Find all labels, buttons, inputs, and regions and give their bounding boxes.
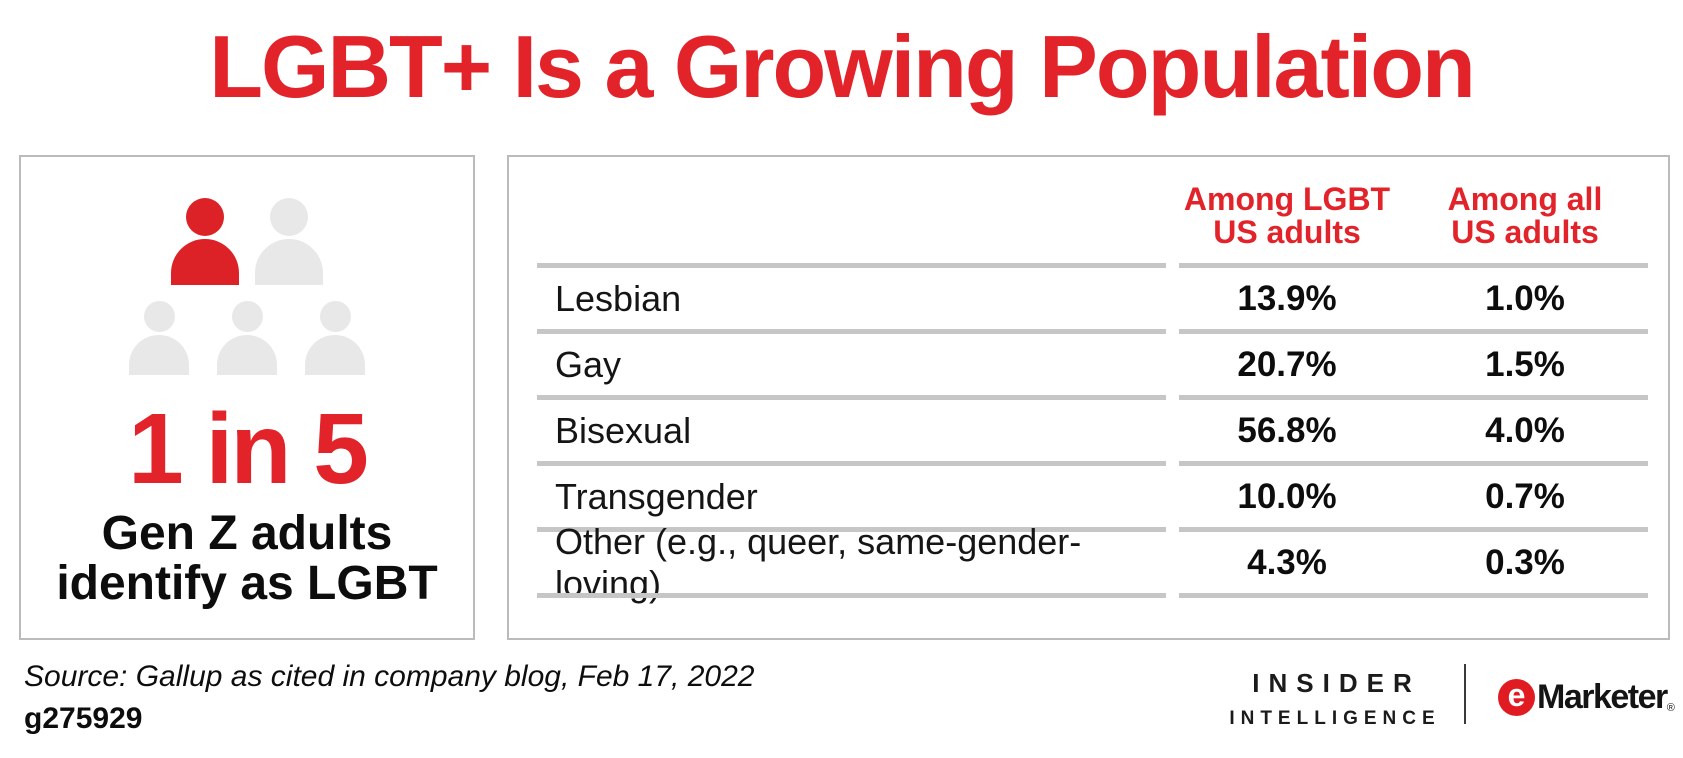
row-value-lgbt: 4.3% xyxy=(1247,542,1327,582)
person-icon-highlighted xyxy=(171,198,239,285)
row-divider xyxy=(537,593,1648,598)
row-label: Transgender xyxy=(555,475,758,517)
row-value-all: 4.0% xyxy=(1485,410,1565,450)
source-note: Source: Gallup as cited in company blog,… xyxy=(24,660,755,693)
column-header-lgbt-adults: Among LGBT US adults xyxy=(1183,181,1391,250)
callout-stat: 1 in 5 xyxy=(128,393,369,505)
person-icon xyxy=(255,198,323,285)
row-label: Other (e.g., queer, same-gender-loving) xyxy=(555,520,1082,604)
table-row: Other (e.g., queer, same-gender-loving) … xyxy=(537,521,1648,604)
row-value-lgbt: 13.9% xyxy=(1237,278,1337,318)
table-row: Lesbian 13.9% 1.0% xyxy=(537,268,1648,329)
row-divider xyxy=(537,527,1648,532)
row-value-lgbt: 10.0% xyxy=(1237,476,1337,516)
data-table: Among LGBT US adults Among all US adults… xyxy=(507,155,1670,640)
row-value-lgbt: 56.8% xyxy=(1237,410,1337,450)
people-icons-row-2 xyxy=(129,301,365,375)
row-divider xyxy=(537,263,1648,268)
row-divider xyxy=(537,329,1648,334)
row-label: Lesbian xyxy=(555,277,682,319)
table-header-row: Among LGBT US adults Among all US adults xyxy=(537,157,1648,263)
row-label: Gay xyxy=(555,343,622,385)
table-row: Gay 20.7% 1.5% xyxy=(537,334,1648,395)
row-label: Bisexual xyxy=(555,409,692,451)
page-title: LGBT+ Is a Growing Population xyxy=(209,17,1476,116)
row-divider xyxy=(537,395,1648,400)
insider-intelligence-logo: INSIDER INTELLIGENCE xyxy=(1229,668,1441,729)
people-icons-row-1 xyxy=(171,198,323,285)
logo-divider xyxy=(1464,664,1466,724)
row-divider xyxy=(537,461,1648,466)
row-value-all: 0.3% xyxy=(1485,542,1565,582)
registered-trademark-icon: ® xyxy=(1666,702,1675,714)
row-value-lgbt: 20.7% xyxy=(1237,344,1337,384)
column-header-all-adults: Among all US adults xyxy=(1447,181,1603,250)
emarketer-logo: e Marketer ® xyxy=(1498,677,1675,717)
callout-description: Gen Z adults identify as LGBT xyxy=(56,509,437,609)
emarketer-e-icon: e xyxy=(1498,677,1535,716)
table-row: Bisexual 56.8% 4.0% xyxy=(537,400,1648,461)
row-value-all: 0.7% xyxy=(1485,476,1565,516)
table-row: Transgender 10.0% 0.7% xyxy=(537,466,1648,527)
person-icon xyxy=(129,301,189,375)
callout-box: 1 in 5 Gen Z adults identify as LGBT xyxy=(19,155,475,640)
row-value-all: 1.0% xyxy=(1485,278,1565,318)
callout-description-line2: identify as LGBT xyxy=(56,557,438,610)
person-icon xyxy=(305,301,365,375)
person-icon xyxy=(217,301,277,375)
callout-description-line1: Gen Z adults xyxy=(101,507,393,560)
row-value-all: 1.5% xyxy=(1485,344,1565,384)
chart-id: g275929 xyxy=(24,702,143,735)
